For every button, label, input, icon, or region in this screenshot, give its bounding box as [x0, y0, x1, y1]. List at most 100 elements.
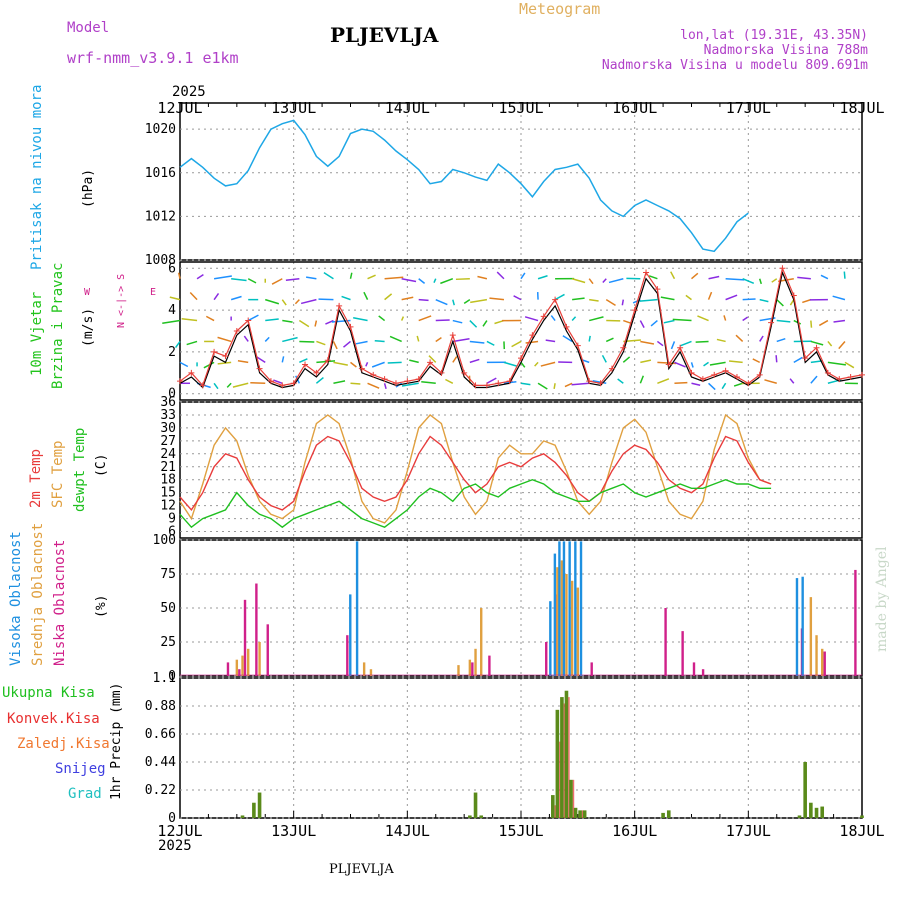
wind-arrow: [365, 362, 369, 367]
mid-cloud-bar: [468, 659, 472, 676]
wind-arrow: [418, 298, 429, 302]
mid-cloud-bar: [258, 642, 261, 676]
wind-arrow: [282, 319, 293, 323]
precip-tick-label: 0.66: [145, 727, 176, 742]
wind-gust-marker: [722, 367, 729, 374]
wind-arrow: [827, 361, 846, 366]
temperature-panel-frame: [179, 401, 863, 539]
wind-gust-marker: [279, 382, 286, 389]
page-title: PLJEVLJA: [330, 23, 439, 47]
wind-arrow: [733, 382, 743, 387]
time-tick-label-bottom: 16JUL: [612, 822, 657, 840]
temp-tick-label: 27: [160, 434, 176, 449]
wind-arrow: [298, 319, 310, 328]
mid-cloud-bar: [474, 648, 477, 676]
wind-arrow: [605, 298, 616, 306]
wind-arrow: [389, 335, 402, 343]
wind-arrow: [181, 318, 198, 322]
wind-arrow: [325, 319, 334, 325]
wind-gust-marker: [358, 365, 365, 372]
wind-arrow: [601, 354, 607, 363]
wind-arrow: [588, 335, 591, 342]
wind-arrow: [716, 338, 726, 343]
total-precip-bar: [666, 810, 671, 818]
low-cloud-bar: [823, 651, 826, 676]
mid-cloud-bar: [362, 662, 366, 676]
total-precip-bar: [569, 779, 573, 818]
wind-arrow: [691, 272, 699, 280]
total-precip-bar: [820, 806, 825, 818]
precip-tick-label: 0: [168, 811, 176, 826]
wind-arrow: [723, 315, 727, 321]
wind-gust-marker: [518, 355, 524, 362]
wind-arrow: [486, 377, 497, 384]
precip-tick-label: 1.1: [153, 671, 176, 686]
wind-arrow: [169, 296, 181, 301]
wind-arrow: [463, 299, 471, 305]
temp-tick-label: 18: [160, 473, 176, 488]
wind-gust-marker: [290, 380, 297, 387]
precip-legend-conv: Konvek.Kisa: [7, 711, 100, 727]
wind-tick-label: 0: [168, 387, 176, 402]
wind-gust-marker: [256, 365, 263, 372]
wind-arrow: [520, 361, 526, 368]
wind-arrow: [299, 358, 308, 364]
wind-gust-marker: [859, 371, 865, 378]
total-precip-bar: [560, 697, 564, 818]
wind-arrow: [482, 320, 488, 327]
wind-gust-marker: [802, 355, 809, 362]
precip-legend-snow: Snijeg: [55, 761, 106, 777]
wind-arrow: [752, 358, 761, 364]
pressure-tick-label: 1016: [145, 166, 176, 181]
footer-station: PLJEVLJA: [329, 862, 394, 877]
mid-cloud-bar: [565, 574, 568, 676]
high-cloud-bar: [553, 553, 557, 676]
altitude-label: Nadmorska Visina 788m: [703, 43, 868, 58]
conv-precip-bar: [572, 779, 575, 818]
wind-arrow: [674, 381, 688, 385]
wind-arrow: [553, 383, 556, 389]
low-cloud-bar: [701, 669, 705, 676]
low-cloud-bar: [545, 642, 548, 676]
total-precip-bar: [257, 792, 262, 818]
wind-arrow: [588, 278, 594, 285]
wind-arrow: [452, 356, 458, 363]
wind-arrow: [355, 340, 368, 345]
wind-arrow: [349, 272, 353, 279]
wind-arrow: [409, 359, 419, 364]
wind-arrow: [838, 340, 846, 350]
precip-tick-label: 0.44: [145, 755, 176, 770]
wind-arrow: [231, 277, 247, 282]
wind-arrow: [452, 319, 463, 324]
wind-gust-marker: [540, 313, 547, 320]
wind-arrow: [247, 314, 259, 322]
wind-gust-marker: [586, 378, 593, 385]
wind-arrow: [602, 278, 607, 283]
model-label: Model: [67, 20, 110, 36]
conv-precip-bar: [581, 810, 584, 818]
wind-gust-marker: [552, 296, 559, 303]
wind-gust-marker: [461, 369, 468, 376]
mid-cloud-bar: [560, 560, 564, 676]
wind-arrow: [217, 336, 232, 343]
precip-tick-label: 0.88: [145, 699, 176, 714]
low-cloud-bar: [346, 635, 349, 676]
mid-cloud-bar: [821, 648, 824, 676]
wind-arrow: [371, 361, 385, 368]
low-cloud-bar: [664, 608, 667, 676]
wind-gust-marker: [449, 332, 456, 339]
wind-arrow: [400, 316, 405, 321]
wind-arrow: [660, 296, 675, 301]
wind-arrow: [189, 292, 198, 301]
low-cloud-bar: [692, 662, 696, 676]
wind-arrow: [843, 271, 846, 279]
time-tick-label-top: 18JUL: [839, 99, 884, 117]
low-cloud-bar: [255, 583, 258, 676]
wind-arrow: [440, 278, 454, 285]
wind-arrow: [232, 382, 249, 388]
time-tick-label-bottom: 18JUL: [839, 822, 884, 840]
wind-arrow: [656, 340, 664, 347]
total-precip-bar: [564, 690, 569, 818]
temp-tick-label: 33: [160, 408, 176, 423]
